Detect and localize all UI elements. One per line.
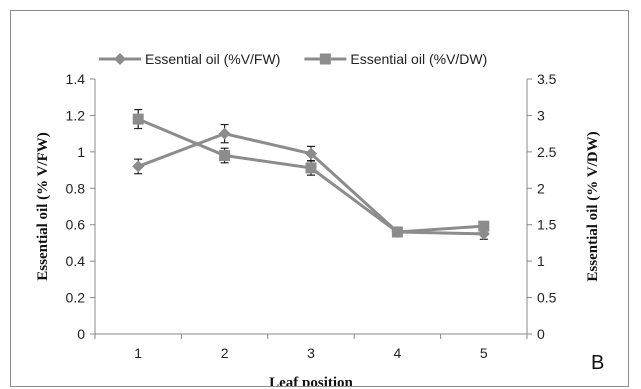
y-right-tick-label: 3 bbox=[537, 107, 545, 123]
y-left-tick-label: 0.4 bbox=[66, 253, 86, 269]
x-tick-label: 2 bbox=[221, 345, 229, 361]
chart-frame: 0 0.2 0.4 0.6 0.8 1 1.2 1.4 0 0.5 1 1.5 2 2.5 3 3.5 1 2 3 4… bbox=[10, 10, 629, 387]
x-tick-label: 1 bbox=[134, 345, 142, 361]
series-2-point bbox=[391, 226, 403, 238]
y-right-tick-label: 3.5 bbox=[537, 71, 557, 87]
series-2-point bbox=[478, 220, 490, 232]
chart-canvas: 0 0.2 0.4 0.6 0.8 1 1.2 1.4 0 0.5 1 1.5 2 2.5 3 3.5 1 2 3 4… bbox=[35, 51, 604, 386]
y-left-tick-label: 1 bbox=[77, 144, 85, 160]
plot-area bbox=[132, 108, 490, 240]
panel-label: B bbox=[591, 352, 604, 374]
series-2-point bbox=[132, 113, 144, 125]
x-axis-title: Leaf position bbox=[269, 375, 353, 386]
series-2-point bbox=[305, 162, 317, 174]
series-1-point bbox=[305, 147, 317, 160]
y-left-tick-label: 0.6 bbox=[66, 217, 86, 233]
y-right-tick-label: 2.5 bbox=[537, 144, 557, 160]
series-1-point bbox=[132, 160, 145, 173]
legend-label: Essential oil (%V/FW) bbox=[145, 51, 280, 67]
legend-label: Essential oil (%V/DW) bbox=[350, 51, 487, 67]
series-2 bbox=[132, 108, 490, 238]
legend-marker bbox=[319, 53, 331, 65]
y-right-tick-label: 2 bbox=[537, 180, 545, 196]
y-right-tick-label: 0.5 bbox=[537, 290, 557, 306]
y-left-tick-label: 0.8 bbox=[66, 180, 86, 196]
y-axis-left-title: Essential oil (% V/FW) bbox=[35, 132, 51, 280]
y-left-tick-label: 1.2 bbox=[66, 107, 86, 123]
x-tick-label: 4 bbox=[394, 345, 402, 361]
y-right-tick-label: 1.5 bbox=[537, 217, 557, 233]
x-tick-label: 3 bbox=[307, 345, 315, 361]
series-1 bbox=[132, 123, 490, 240]
series-2-point bbox=[219, 150, 231, 161]
x-tick-label: 5 bbox=[480, 345, 488, 361]
series-1-point bbox=[218, 127, 231, 140]
y-left-tick-label: 0.2 bbox=[66, 290, 86, 306]
y-right-tick-label: 0 bbox=[537, 326, 545, 342]
axes: 0 0.2 0.4 0.6 0.8 1 1.2 1.4 0 0.5 1 1.5 2 2.5 3 3.5 1 2 3 4… bbox=[66, 71, 557, 361]
y-axis-right-title: Essential oil (% V/DW) bbox=[585, 131, 601, 281]
y-right-tick-label: 1 bbox=[537, 253, 545, 269]
y-left-tick-label: 1.4 bbox=[66, 71, 86, 87]
legend: Essential oil (%V/FW) Essential oil (%V/D… bbox=[99, 51, 487, 67]
legend-marker bbox=[114, 53, 126, 65]
y-left-tick-label: 0 bbox=[77, 326, 85, 342]
